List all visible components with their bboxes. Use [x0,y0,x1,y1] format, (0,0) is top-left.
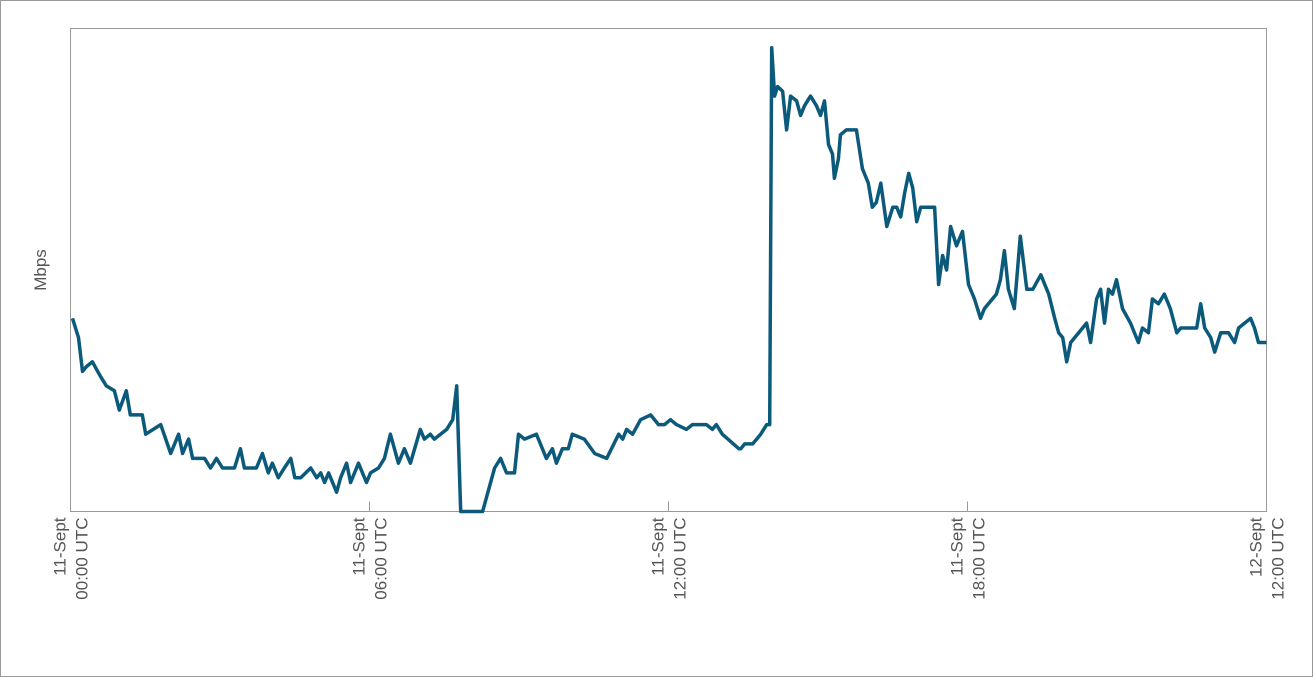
x-tick-label: 11-Sept [51,517,70,576]
x-tick-label: 11-Sept [649,517,668,576]
x-tick-label: 06:00 UTC [372,518,391,600]
x-tick-label: 11-Sept [948,517,967,576]
x-tick-label: 18:00 UTC [970,518,989,600]
x-tick-label: 12-Sept [1247,517,1266,577]
x-tick-label: 00:00 UTC [73,518,92,600]
x-tick-label: 12:00 UTC [671,518,690,600]
y-axis-label: Mbps [31,249,50,291]
x-tick-label: 12:00 UTC [1269,518,1288,600]
data-line [70,46,1267,514]
x-tick-label: 11-Sept [350,517,369,576]
